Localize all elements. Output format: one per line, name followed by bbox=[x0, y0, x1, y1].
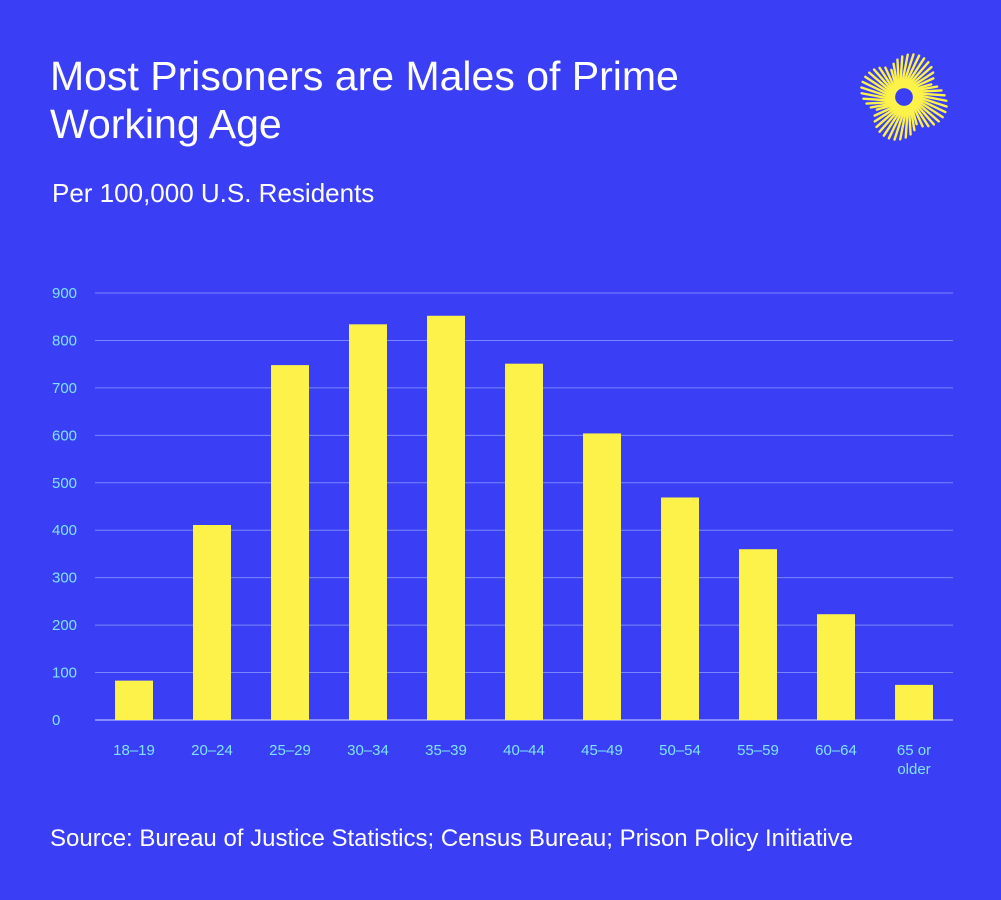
y-tick-label: 500 bbox=[52, 475, 77, 492]
bar bbox=[661, 497, 699, 720]
bar bbox=[583, 433, 621, 720]
bar bbox=[895, 684, 933, 720]
bar bbox=[739, 549, 777, 720]
x-tick-label: 55–59 bbox=[737, 742, 779, 759]
bar bbox=[505, 363, 543, 720]
y-tick-label: 900 bbox=[52, 285, 77, 302]
x-tick-label: 60–64 bbox=[815, 742, 857, 759]
y-tick-label: 0 bbox=[52, 712, 60, 729]
source-note: Source: Bureau of Justice Statistics; Ce… bbox=[50, 825, 854, 852]
bar bbox=[817, 614, 855, 720]
bars bbox=[115, 315, 933, 720]
y-tick-label: 700 bbox=[52, 380, 77, 397]
bar bbox=[271, 365, 309, 720]
y-tick-label: 600 bbox=[52, 427, 77, 444]
y-tick-label: 200 bbox=[52, 617, 77, 634]
bar bbox=[193, 525, 231, 720]
bar bbox=[115, 680, 153, 720]
y-tick-label: 300 bbox=[52, 570, 77, 587]
y-tick-label: 100 bbox=[52, 665, 77, 682]
x-tick-label: 65 or older bbox=[897, 742, 931, 778]
chart-subtitle: Per 100,000 U.S. Residents bbox=[52, 178, 375, 208]
x-tick-label: 40–44 bbox=[503, 742, 545, 759]
x-tick-label: 35–39 bbox=[425, 742, 467, 759]
y-tick-labels: 0 100 200 300 400 500 600 700 800 900 bbox=[52, 285, 77, 729]
x-tick-labels: 18–19 20–24 25–29 30–34 35–39 40–44 45–49 50–54… bbox=[113, 742, 931, 778]
bar-chart: 0 100 200 300 400 500 600 700 800 900 18–19 20–24 2… bbox=[52, 285, 953, 778]
chart-title: Most Prisoners are Males of Prime Workin… bbox=[50, 53, 679, 147]
y-tick-label: 400 bbox=[52, 522, 77, 539]
x-tick-label: 45–49 bbox=[581, 742, 623, 759]
y-tick-label: 800 bbox=[52, 332, 77, 349]
bar bbox=[349, 324, 387, 720]
sunburst-logo-icon bbox=[860, 53, 948, 141]
x-tick-label: 50–54 bbox=[659, 742, 701, 759]
x-tick-label: 18–19 bbox=[113, 742, 155, 759]
x-tick-label: 20–24 bbox=[191, 742, 233, 759]
bar bbox=[427, 315, 465, 720]
x-tick-label: 25–29 bbox=[269, 742, 311, 759]
x-tick-label: 30–34 bbox=[347, 742, 389, 759]
